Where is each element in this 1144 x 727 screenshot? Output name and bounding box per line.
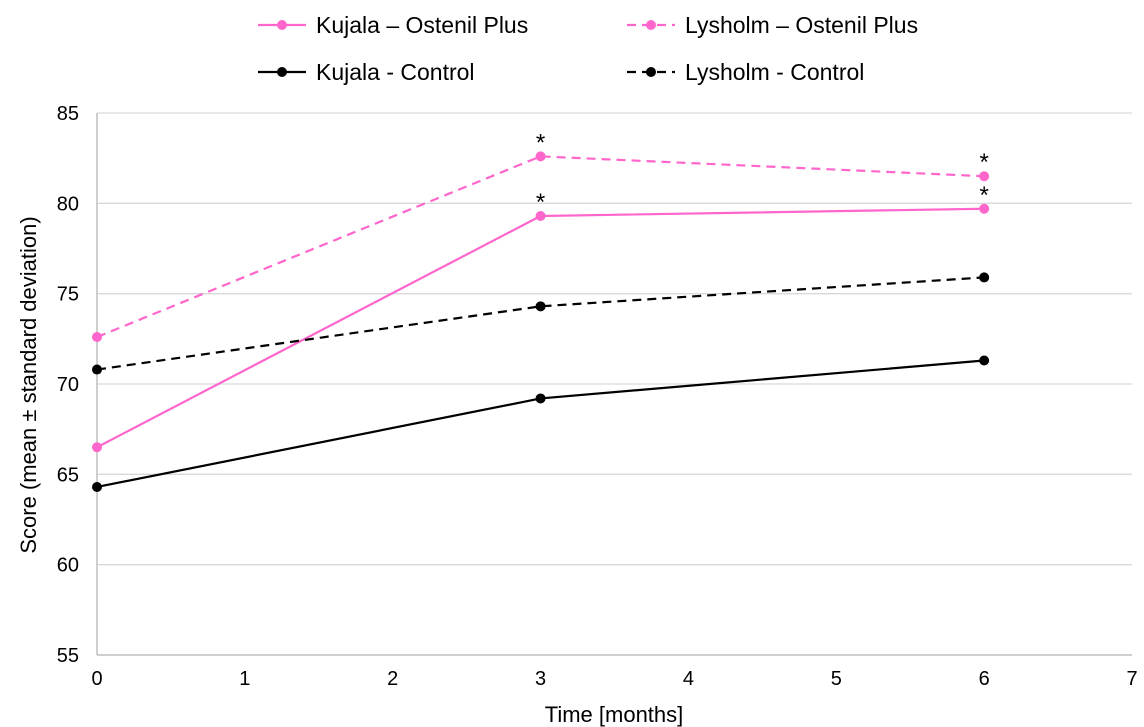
legend-label: Kujala – Ostenil Plus — [316, 12, 528, 38]
data-point — [535, 301, 546, 312]
data-point — [979, 272, 990, 283]
legend-swatch-marker — [646, 20, 656, 30]
y-tick-label: 85 — [57, 103, 79, 125]
legend-label: Lysholm – Ostenil Plus — [685, 12, 918, 38]
axes: 55 60 65 70 75 80 85 0 1 2 3 4 5 6 7 — [57, 103, 1138, 690]
x-tick-label: 5 — [831, 668, 842, 690]
data-point — [535, 151, 546, 162]
annotations: * * * * — [536, 129, 989, 216]
legend-label: Lysholm - Control — [685, 59, 864, 85]
significance-marker: * — [536, 129, 545, 156]
data-point — [92, 481, 102, 492]
gridlines — [97, 112, 1132, 566]
legend-swatch-marker — [646, 67, 656, 77]
data-point — [979, 203, 990, 214]
y-tick-label: 80 — [57, 193, 79, 215]
y-tick-label: 75 — [57, 284, 79, 306]
x-tick-label: 6 — [979, 668, 990, 690]
series-layer — [92, 151, 990, 492]
data-point — [535, 210, 546, 221]
x-axis-title: Time [months] — [545, 702, 684, 727]
series-line — [96, 359, 985, 489]
series-line — [96, 207, 985, 449]
legend-swatch-marker — [277, 20, 287, 30]
y-tick-label: 60 — [57, 555, 79, 577]
legend-swatch-marker — [277, 67, 287, 77]
data-point — [535, 393, 546, 404]
y-axis-title: Score (mean ± standard deviation) — [16, 216, 41, 553]
significance-marker: * — [979, 149, 988, 176]
y-tick-label: 55 — [57, 645, 79, 667]
legend: Kujala – Ostenil Plus Lysholm – Ostenil P… — [258, 12, 918, 85]
series-line — [96, 276, 985, 371]
x-tick-label: 0 — [91, 668, 102, 690]
y-tick-label: 70 — [57, 374, 79, 396]
data-point — [979, 171, 990, 182]
x-tick-label: 3 — [535, 668, 546, 690]
significance-marker: * — [979, 182, 988, 209]
x-tick-label: 2 — [387, 668, 398, 690]
x-tick-label: 4 — [683, 668, 694, 690]
data-point — [979, 355, 990, 366]
y-tick-label: 65 — [57, 464, 79, 486]
data-point — [92, 442, 102, 453]
significance-marker: * — [536, 189, 545, 216]
data-point — [92, 364, 102, 375]
x-tick-label: 1 — [239, 668, 250, 690]
legend-label: Kujala - Control — [316, 59, 475, 85]
x-tick-label: 7 — [1126, 668, 1137, 690]
data-point — [92, 332, 102, 343]
